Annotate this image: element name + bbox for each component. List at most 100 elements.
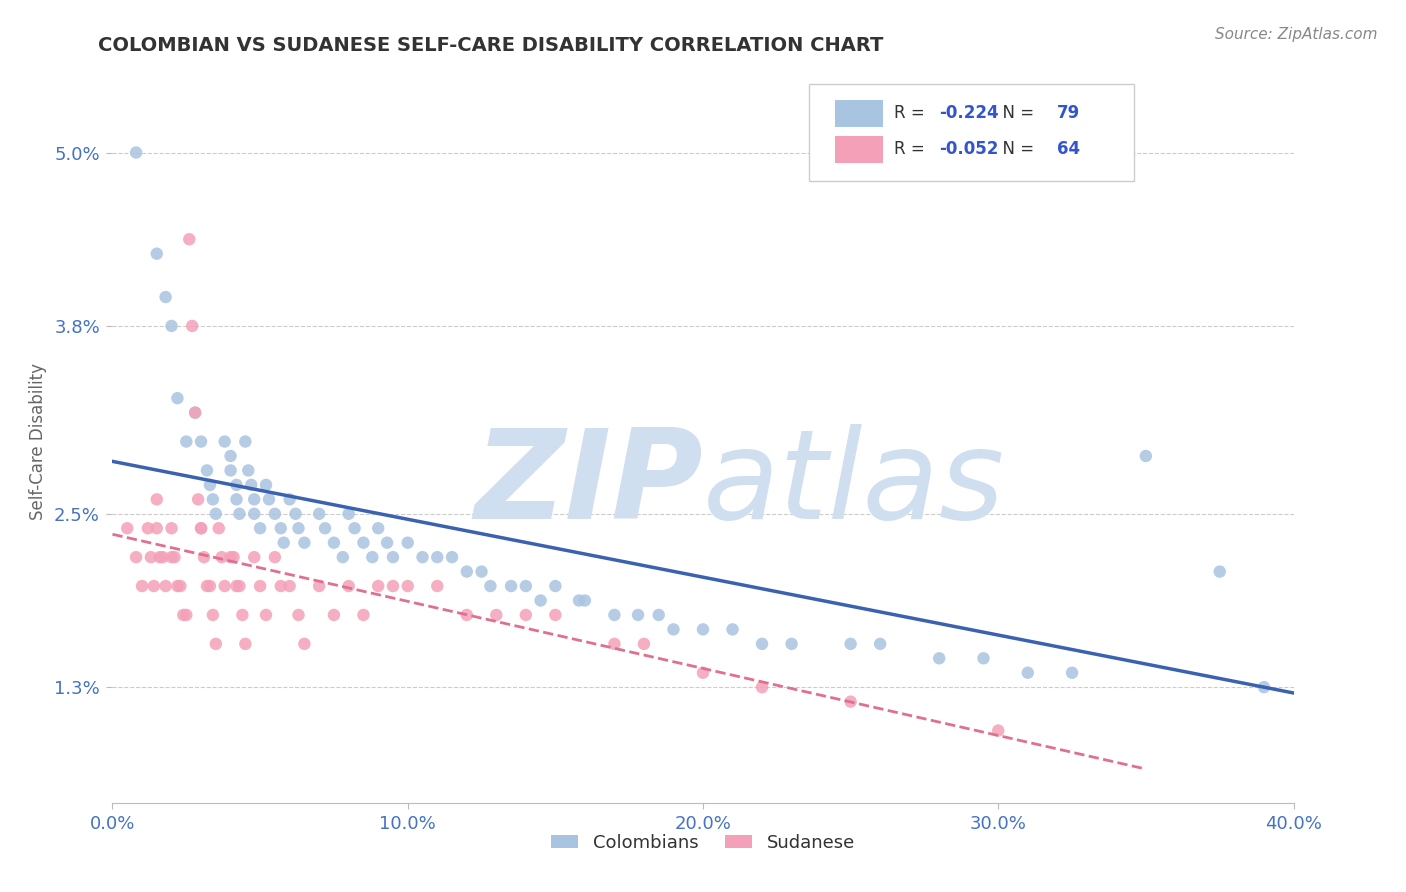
- Point: [155, 579, 177, 593]
- Point: [233, 637, 256, 651]
- Point: [243, 507, 266, 521]
- Point: [1298, 680, 1320, 694]
- Point: [323, 607, 346, 622]
- Point: [1208, 565, 1232, 579]
- Point: [1062, 665, 1084, 680]
- Point: [352, 535, 374, 549]
- Point: [142, 579, 165, 593]
- Point: [287, 607, 309, 622]
- Point: [603, 637, 626, 651]
- Text: Source: ZipAtlas.com: Source: ZipAtlas.com: [1215, 27, 1378, 42]
- FancyBboxPatch shape: [835, 136, 883, 163]
- Point: [214, 434, 236, 449]
- Point: [284, 507, 307, 521]
- Text: COLOMBIAN VS SUDANESE SELF-CARE DISABILITY CORRELATION CHART: COLOMBIAN VS SUDANESE SELF-CARE DISABILI…: [98, 36, 884, 54]
- Point: [195, 463, 218, 477]
- Point: [839, 637, 862, 651]
- Point: [515, 579, 537, 593]
- Text: R =: R =: [894, 140, 931, 158]
- Point: [987, 723, 1010, 738]
- Point: [337, 507, 360, 521]
- Text: N =: N =: [993, 103, 1039, 122]
- Point: [257, 492, 280, 507]
- Point: [633, 637, 655, 651]
- Point: [181, 318, 204, 333]
- Point: [225, 579, 247, 593]
- Point: [574, 593, 596, 607]
- Point: [243, 550, 266, 565]
- Point: [367, 521, 389, 535]
- Point: [1253, 680, 1275, 694]
- Point: [117, 521, 138, 535]
- Point: [721, 623, 744, 637]
- Point: [233, 434, 256, 449]
- Point: [485, 607, 508, 622]
- Point: [337, 579, 360, 593]
- Point: [396, 535, 419, 549]
- Point: [205, 507, 228, 521]
- Point: [139, 550, 162, 565]
- Point: [131, 579, 153, 593]
- Point: [692, 665, 714, 680]
- Point: [426, 550, 449, 565]
- Point: [254, 607, 277, 622]
- Point: [190, 434, 212, 449]
- Y-axis label: Self-Care Disability: Self-Care Disability: [30, 363, 48, 520]
- Point: [146, 492, 169, 507]
- Point: [751, 680, 773, 694]
- Legend: Colombians, Sudanese: Colombians, Sudanese: [544, 826, 862, 859]
- Text: -0.224: -0.224: [939, 103, 998, 122]
- Point: [270, 579, 292, 593]
- Point: [201, 607, 224, 622]
- Point: [603, 607, 626, 622]
- Point: [382, 550, 405, 565]
- Point: [367, 579, 389, 593]
- Point: [243, 492, 266, 507]
- Point: [228, 579, 250, 593]
- Point: [208, 521, 231, 535]
- Point: [238, 463, 260, 477]
- Point: [278, 492, 301, 507]
- Point: [125, 550, 148, 565]
- Point: [163, 550, 186, 565]
- Point: [343, 521, 366, 535]
- Point: [278, 579, 301, 593]
- Point: [225, 492, 247, 507]
- Point: [647, 607, 671, 622]
- Text: R =: R =: [894, 103, 931, 122]
- Point: [456, 607, 478, 622]
- Point: [411, 550, 433, 565]
- Point: [973, 651, 995, 665]
- Point: [515, 607, 537, 622]
- Text: 64: 64: [1057, 140, 1080, 158]
- Text: 79: 79: [1057, 103, 1081, 122]
- Point: [332, 550, 354, 565]
- Point: [166, 579, 188, 593]
- Point: [240, 478, 263, 492]
- Point: [198, 478, 221, 492]
- Point: [287, 521, 309, 535]
- Point: [179, 232, 201, 246]
- Point: [152, 550, 174, 565]
- Point: [456, 565, 478, 579]
- Point: [184, 406, 207, 420]
- Text: atlas: atlas: [703, 425, 1005, 545]
- Point: [190, 521, 212, 535]
- Point: [396, 579, 419, 593]
- Point: [231, 607, 253, 622]
- Point: [169, 579, 191, 593]
- Point: [529, 593, 551, 607]
- Point: [205, 637, 228, 651]
- Point: [751, 637, 773, 651]
- Point: [479, 579, 502, 593]
- Point: [352, 607, 374, 622]
- Point: [155, 290, 177, 304]
- Point: [314, 521, 336, 535]
- Point: [501, 579, 523, 593]
- Point: [361, 550, 384, 565]
- Point: [662, 623, 685, 637]
- Point: [308, 579, 330, 593]
- Point: [125, 145, 148, 160]
- Text: ZIP: ZIP: [474, 425, 703, 545]
- Point: [149, 550, 172, 565]
